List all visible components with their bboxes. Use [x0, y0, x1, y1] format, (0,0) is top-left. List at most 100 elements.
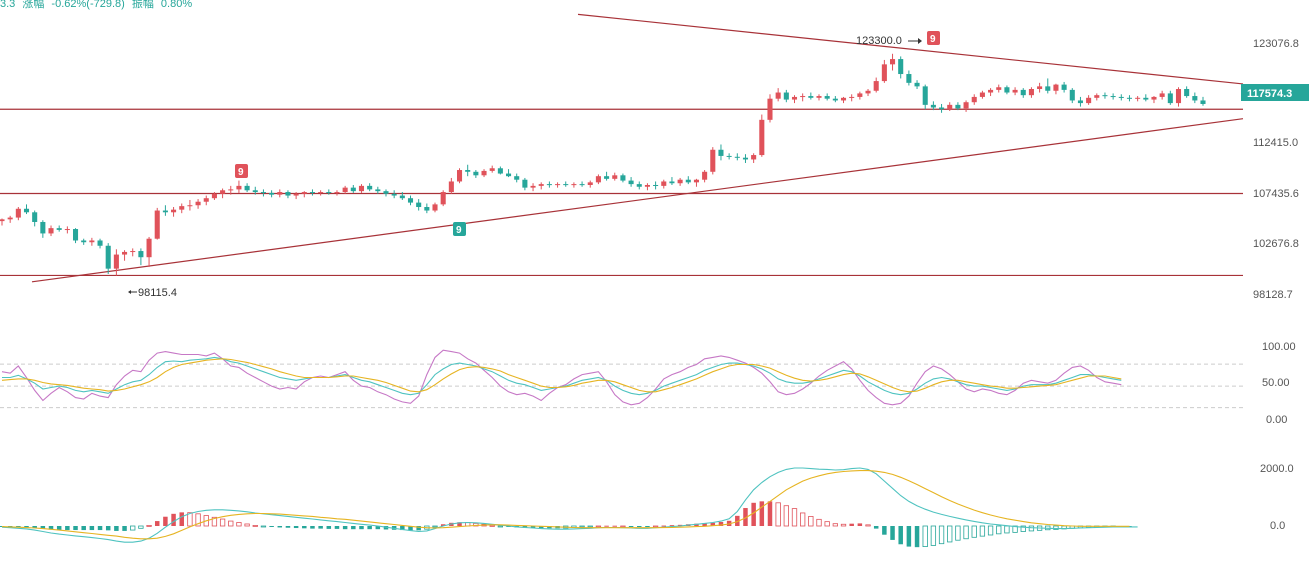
- macd-hist-87: [710, 522, 716, 526]
- candle-body-36: [293, 193, 299, 196]
- macd-hist-107: [873, 526, 879, 529]
- macd-hist-33: [269, 526, 274, 527]
- candle-body-122: [996, 87, 1002, 90]
- tag-high-box: [927, 31, 940, 45]
- candle-body-117: [955, 104, 961, 109]
- candle-body-5: [40, 221, 46, 234]
- candle-body-102: [832, 98, 838, 101]
- candle-body-64: [522, 179, 528, 188]
- candle-body-45: [367, 185, 373, 190]
- candle-body-75: [612, 175, 618, 179]
- macd-hist-82: [669, 525, 675, 527]
- macd-hist-78: [637, 526, 642, 527]
- candle-body-73: [595, 176, 601, 183]
- kdj-indicator: [1, 349, 1122, 406]
- candle-body-1: [7, 217, 13, 220]
- candle-body-118: [963, 102, 969, 109]
- candle-body-74: [604, 176, 610, 179]
- candle-body-136: [1110, 96, 1116, 98]
- macd-hist-10: [81, 526, 86, 531]
- candle-body-70: [571, 184, 577, 186]
- macd-hist-71: [579, 525, 585, 528]
- candle-body-63: [514, 176, 520, 180]
- macd-hist-58: [473, 522, 479, 527]
- candle-body-100: [816, 96, 822, 98]
- macd-hist-44: [359, 526, 364, 530]
- candle-body-127: [1037, 86, 1043, 90]
- candle-body-87: [710, 149, 716, 172]
- candle-body-56: [456, 170, 463, 182]
- candle-body-47: [383, 191, 389, 194]
- macd-hist-86: [702, 523, 707, 526]
- candle-body-85: [693, 179, 699, 183]
- macd-hist-97: [791, 508, 798, 527]
- macd-hist-22: [179, 512, 184, 526]
- macd-hist-39: [318, 526, 323, 529]
- candle-body-42: [342, 187, 348, 193]
- macd-hist-108: [882, 526, 887, 535]
- macd-tick-0: 0.0: [1270, 520, 1285, 532]
- candle-body-48: [391, 193, 397, 196]
- macd-hist-37: [302, 526, 307, 529]
- candle-body-14: [113, 254, 119, 269]
- candle-body-68: [555, 184, 561, 186]
- macd-hist-117: [955, 525, 961, 541]
- macd-hist-92: [751, 502, 756, 526]
- tag-high-text: 9: [930, 34, 936, 45]
- macd-hist-36: [293, 526, 299, 529]
- macd-hist-91: [743, 508, 748, 526]
- candle-body-27: [220, 190, 226, 194]
- macd-hist-56: [457, 522, 462, 526]
- candle-body-30: [244, 185, 250, 191]
- candle-body-57: [465, 170, 471, 172]
- candle-body-141: [1151, 96, 1157, 100]
- candle-body-0: [0, 219, 5, 222]
- macd-hist-7: [56, 526, 62, 531]
- macd-hist-88: [718, 521, 724, 526]
- macd-hist-9: [73, 526, 78, 531]
- candle-body-67: [546, 184, 552, 186]
- macd-hist-45: [367, 526, 372, 530]
- low-annotation-arrowhead: [128, 290, 131, 294]
- macd-hist-116: [947, 525, 953, 543]
- candle-body-109: [890, 59, 896, 65]
- trend-lines: [31, 13, 1244, 283]
- macd-hist-51: [416, 526, 421, 531]
- macd-line-dif: [1, 467, 1138, 543]
- candle-body-79: [644, 184, 650, 187]
- macd-hist-74: [604, 525, 609, 527]
- candle-body-84: [685, 179, 691, 183]
- candle-body-114: [930, 104, 936, 108]
- macd-hist-15: [122, 526, 127, 531]
- candle-body-71: [579, 184, 585, 186]
- candle-body-145: [1184, 89, 1190, 97]
- candle-body-29: [236, 185, 242, 190]
- candle-body-33: [269, 192, 275, 195]
- macd-hist-96: [783, 505, 789, 527]
- amplitude-value: 0.80%: [160, 0, 193, 10]
- macd-hist-2: [16, 526, 21, 528]
- candle-body-143: [1167, 93, 1173, 104]
- candle-body-111: [906, 74, 912, 83]
- macd-hist-42: [342, 526, 348, 530]
- macd-hist-90: [735, 515, 740, 526]
- candle-body-108: [881, 64, 887, 82]
- candle-body-12: [97, 240, 103, 246]
- candle-body-129: [1053, 84, 1059, 91]
- macd-hist-41: [334, 526, 340, 529]
- macd-hist-49: [400, 526, 405, 531]
- candle-body-66: [538, 184, 544, 186]
- macd-hist-29: [236, 522, 242, 527]
- macd-hist-99: [808, 516, 814, 527]
- candle-body-43: [350, 187, 356, 192]
- price-header: 3.3 涨幅 -0.62%(-729.8) 振幅 0.80%: [0, 0, 196, 10]
- price-tick-3: 107435.6: [1253, 188, 1299, 200]
- macd-hist-28: [228, 520, 234, 527]
- candles: [0, 53, 1206, 276]
- candle-body-50: [407, 198, 414, 203]
- horizontal-levels: [0, 108, 1243, 277]
- macd-hist-112: [914, 526, 920, 548]
- macd-hist-93: [759, 501, 765, 526]
- candle-body-26: [211, 193, 217, 199]
